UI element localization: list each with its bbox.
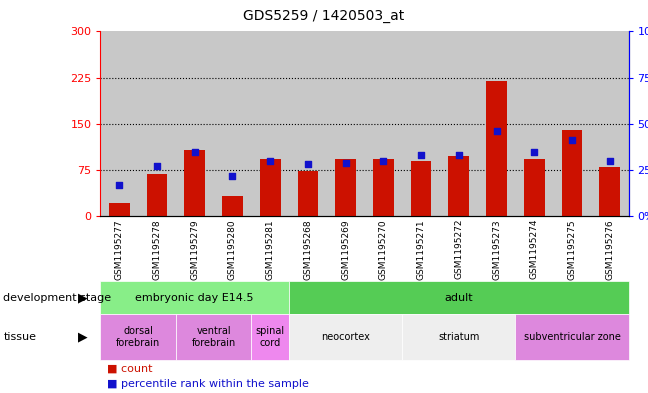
Bar bbox=[562, 130, 583, 216]
Point bbox=[416, 152, 426, 158]
Bar bbox=[100, 314, 176, 360]
Bar bbox=[138, 31, 176, 216]
Bar bbox=[176, 314, 251, 360]
Point bbox=[114, 182, 124, 188]
Bar bbox=[411, 161, 432, 216]
Bar bbox=[478, 31, 515, 216]
Text: ■ percentile rank within the sample: ■ percentile rank within the sample bbox=[107, 378, 309, 389]
Bar bbox=[486, 81, 507, 216]
Bar bbox=[289, 281, 629, 314]
Point bbox=[567, 137, 577, 143]
Point bbox=[190, 148, 200, 154]
Bar bbox=[448, 156, 469, 216]
Bar bbox=[185, 150, 205, 216]
Bar bbox=[260, 159, 281, 216]
Bar bbox=[373, 159, 394, 216]
Bar bbox=[176, 31, 214, 216]
Point bbox=[227, 173, 238, 179]
Point bbox=[454, 152, 464, 158]
Point bbox=[152, 163, 162, 169]
Text: GDS5259 / 1420503_at: GDS5259 / 1420503_at bbox=[244, 9, 404, 23]
Text: neocortex: neocortex bbox=[321, 332, 370, 342]
Bar bbox=[402, 314, 515, 360]
Bar bbox=[553, 31, 591, 216]
Text: embryonic day E14.5: embryonic day E14.5 bbox=[135, 293, 254, 303]
Point bbox=[491, 128, 502, 134]
Bar bbox=[364, 31, 402, 216]
Bar bbox=[100, 31, 138, 216]
Text: tissue: tissue bbox=[3, 332, 36, 342]
Bar bbox=[109, 203, 130, 216]
Bar bbox=[515, 314, 629, 360]
Bar bbox=[289, 31, 327, 216]
Bar bbox=[251, 314, 289, 360]
Text: ▶: ▶ bbox=[78, 291, 87, 304]
Point bbox=[303, 161, 313, 167]
Bar bbox=[440, 31, 478, 216]
Bar bbox=[599, 167, 620, 216]
Bar bbox=[297, 171, 318, 216]
Point bbox=[265, 158, 275, 164]
Bar bbox=[251, 31, 289, 216]
Text: ventral
forebrain: ventral forebrain bbox=[191, 326, 236, 348]
Point bbox=[605, 158, 615, 164]
Bar bbox=[214, 31, 251, 216]
Point bbox=[378, 158, 389, 164]
Bar bbox=[515, 31, 553, 216]
Text: striatum: striatum bbox=[438, 332, 480, 342]
Text: adult: adult bbox=[445, 293, 473, 303]
Bar bbox=[222, 196, 243, 216]
Text: spinal
cord: spinal cord bbox=[255, 326, 284, 348]
Text: dorsal
forebrain: dorsal forebrain bbox=[116, 326, 160, 348]
Bar bbox=[100, 281, 289, 314]
Point bbox=[529, 148, 539, 154]
Bar bbox=[146, 174, 167, 216]
Bar bbox=[524, 159, 544, 216]
Text: ■ count: ■ count bbox=[107, 364, 152, 374]
Bar bbox=[402, 31, 440, 216]
Bar bbox=[289, 314, 402, 360]
Point bbox=[340, 160, 351, 166]
Bar bbox=[327, 31, 364, 216]
Bar bbox=[591, 31, 629, 216]
Text: ▶: ▶ bbox=[78, 331, 87, 343]
Bar bbox=[335, 159, 356, 216]
Text: subventricular zone: subventricular zone bbox=[524, 332, 620, 342]
Text: development stage: development stage bbox=[3, 293, 111, 303]
